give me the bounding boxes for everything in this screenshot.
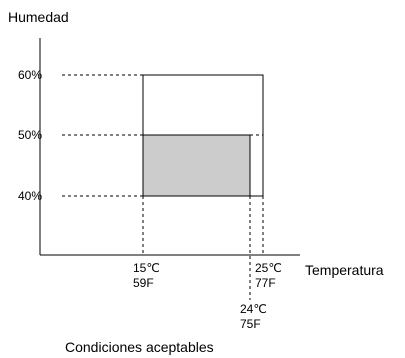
y-axis-title: Humedad bbox=[8, 9, 69, 25]
x-tick-77f: 77F bbox=[255, 276, 276, 290]
x-tick-59f: 59F bbox=[133, 276, 154, 290]
x-tick-15c: 15℃ bbox=[133, 261, 160, 275]
x-tick-25c: 25℃ bbox=[255, 261, 282, 275]
x-axis-title: Temperatura bbox=[305, 262, 384, 278]
y-tick-40: 40% bbox=[18, 189, 43, 203]
y-tick-50: 50% bbox=[18, 128, 43, 142]
shaded-range-box bbox=[142, 134, 251, 197]
diagram-caption: Condiciones aceptables bbox=[65, 339, 214, 355]
x-tick-24c: 24℃ bbox=[240, 302, 267, 316]
y-tick-60: 60% bbox=[18, 68, 43, 82]
x-tick-75f: 75F bbox=[240, 317, 261, 331]
